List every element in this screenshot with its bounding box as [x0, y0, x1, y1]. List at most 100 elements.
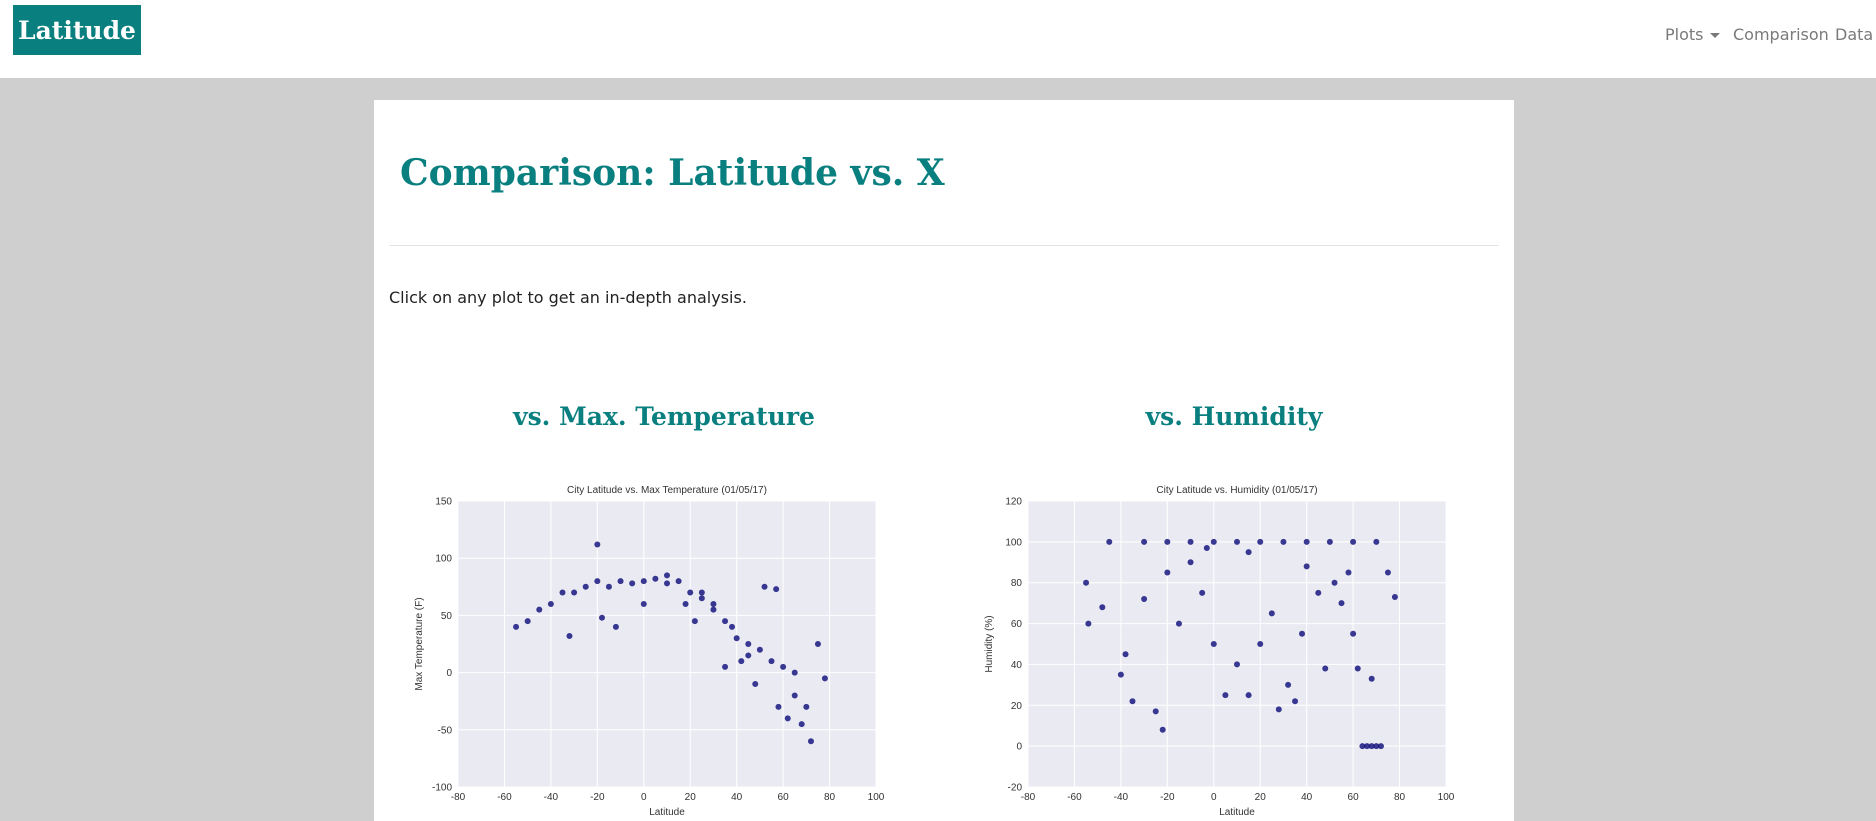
y-tick-label: -50 — [438, 725, 453, 736]
plot[interactable]: City Latitude vs. Max Temperature (01/05… — [404, 475, 904, 821]
scatter-point — [1391, 594, 1398, 601]
scatter-point — [733, 635, 740, 642]
scatter-point — [1350, 630, 1357, 637]
scatter-point — [594, 541, 601, 548]
scatter-point — [745, 641, 752, 647]
scatter-point — [1326, 538, 1333, 545]
nav-comparison[interactable]: Comparison — [1733, 25, 1829, 44]
x-tick-label: -20 — [590, 792, 605, 803]
scatter-point — [710, 606, 717, 613]
x-tick-label: -40 — [1114, 792, 1129, 803]
scatter-point — [1141, 596, 1148, 603]
scatter-point — [1210, 641, 1217, 647]
scatter-point — [1257, 538, 1264, 545]
intro: Click on any plot to get an in-depth ana… — [389, 288, 747, 307]
scatter-point — [598, 614, 605, 621]
scatter-point — [1368, 675, 1375, 682]
x-tick-label: 80 — [1394, 792, 1406, 803]
scatter-point — [675, 578, 682, 585]
plot-heading: vs. Max. Temperature — [513, 402, 815, 431]
brand[interactable]: Latitude — [13, 5, 141, 55]
scatter-point — [652, 575, 659, 582]
scatter-point — [617, 578, 624, 585]
scatter-point — [1303, 538, 1310, 545]
scatter-point — [698, 595, 705, 602]
page-title: Comparison: Latitude vs. X — [400, 152, 945, 194]
scatter-point — [1354, 665, 1361, 672]
y-tick-label: 60 — [1011, 619, 1023, 630]
x-tick-label: 20 — [685, 792, 697, 803]
scatter-point — [1083, 579, 1090, 586]
scatter-point — [566, 632, 573, 639]
x-tick-label: 100 — [1438, 792, 1455, 803]
x-tick-label: 100 — [868, 792, 885, 803]
chart-title: City Latitude vs. Humidity (01/05/17) — [1156, 485, 1317, 496]
scatter-point — [773, 586, 780, 593]
y-tick-label: 150 — [435, 497, 452, 508]
scatter-point — [1106, 538, 1113, 545]
scatter-point — [1285, 681, 1292, 688]
y-tick-label: 40 — [1011, 660, 1023, 671]
x-tick-label: 40 — [1301, 792, 1313, 803]
scatter-point — [814, 641, 821, 647]
scatter-point — [1099, 604, 1106, 611]
scatter-point — [698, 589, 705, 596]
scatter-point — [1373, 743, 1380, 750]
y-tick-label: 50 — [441, 611, 453, 622]
scatter-point — [605, 583, 612, 590]
scatter-point — [807, 738, 814, 745]
scatter-point — [780, 663, 787, 670]
plot-heading: vs. Humidity — [1145, 402, 1323, 431]
nav-plots[interactable]: Plots — [1665, 25, 1720, 44]
y-tick-label: 100 — [1005, 537, 1022, 548]
y-axis-label: Max Temperature (F) — [414, 597, 425, 690]
scatter-point — [1187, 538, 1194, 545]
scatter-point — [1373, 538, 1380, 545]
x-tick-label: -80 — [451, 792, 466, 803]
scatter-point — [791, 669, 798, 676]
x-axis-label: Latitude — [649, 807, 685, 818]
y-tick-label: -100 — [432, 783, 452, 794]
scatter-point — [1129, 698, 1136, 705]
y-tick-label: 100 — [435, 554, 452, 565]
scatter-point — [729, 623, 736, 630]
x-tick-label: -60 — [1067, 792, 1082, 803]
x-tick-label: -20 — [1160, 792, 1175, 803]
scatter-point — [691, 618, 698, 625]
y-tick-label: 20 — [1011, 701, 1023, 712]
x-tick-label: -60 — [497, 792, 512, 803]
y-tick-label: 0 — [446, 668, 452, 679]
nav-data[interactable]: Data — [1835, 25, 1874, 44]
scatter-point — [571, 589, 578, 596]
x-tick-label: -80 — [1021, 792, 1036, 803]
scatter-point — [664, 572, 670, 579]
scatter-point — [1268, 610, 1275, 617]
plot-area — [1028, 501, 1446, 787]
plot[interactable]: City Latitude vs. Humidity (01/05/17) Lat… — [974, 475, 1474, 821]
scatter-point — [547, 600, 554, 607]
y-axis-label: Humidity (%) — [984, 615, 995, 672]
scatter-point — [768, 658, 775, 665]
scatter-point — [640, 578, 647, 585]
scatter-point — [640, 600, 647, 607]
scatter-point — [1085, 620, 1092, 627]
scatter-point — [756, 646, 763, 653]
x-tick-label: -40 — [544, 792, 559, 803]
scatter-point — [1117, 671, 1124, 678]
scatter-point — [1275, 706, 1282, 713]
plot-area — [458, 501, 876, 787]
scatter-point — [752, 681, 759, 688]
scatter-point — [1210, 538, 1217, 545]
scatter-point — [664, 580, 670, 587]
scatter-point — [1245, 692, 1252, 699]
scatter-point — [1331, 579, 1338, 586]
scatter-point — [559, 589, 566, 596]
scatter-point — [629, 580, 636, 587]
y-tick-label: 80 — [1011, 578, 1023, 589]
scatter-point — [1203, 544, 1210, 551]
scatter-point — [745, 652, 752, 659]
scatter-point — [1368, 743, 1375, 750]
scatter-point — [536, 606, 543, 613]
scatter-point — [687, 589, 694, 596]
scatter-point — [775, 703, 782, 710]
